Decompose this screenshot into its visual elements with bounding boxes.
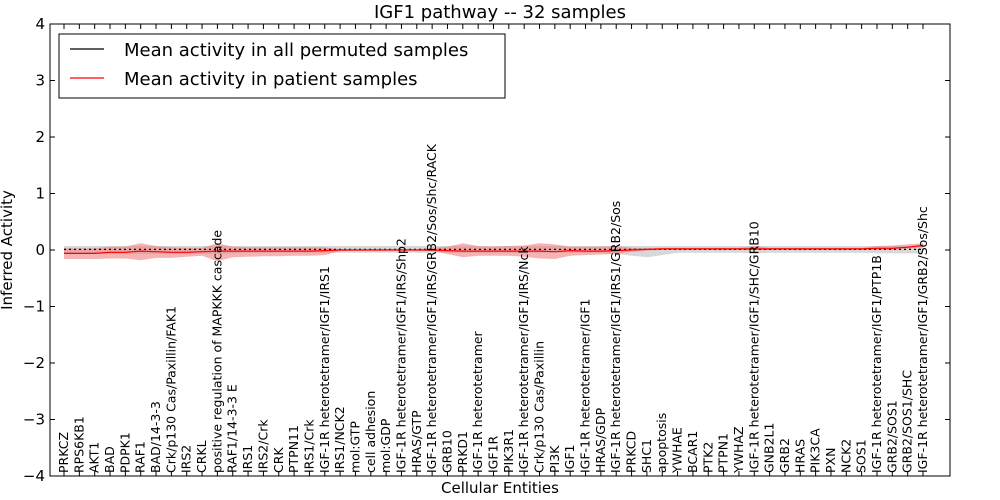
y-tick-label: 2 bbox=[35, 128, 45, 146]
x-tick-label: AKT1 bbox=[87, 442, 102, 473]
x-tick-label: HRAS bbox=[792, 439, 807, 473]
x-tick-label: IGF-1R heterotetramer/IGF1/IRS/Nck bbox=[516, 246, 531, 473]
x-tick-label: IGF-1R heterotetramer/IGF1/PTP1B bbox=[869, 255, 884, 473]
x-tick-label: positive regulation of MAPKKK cascade bbox=[209, 230, 224, 473]
x-tick-label: PIK3R1 bbox=[501, 429, 516, 473]
x-tick-label: IGF-1R heterotetramer/IGF1/GRB2/Sos/Shc bbox=[915, 206, 930, 473]
x-tick-label: GRB2/SOS1/SHC bbox=[900, 370, 915, 473]
x-tick-label: PRKD1 bbox=[455, 431, 470, 473]
x-tick-label: PDPK1 bbox=[117, 432, 132, 473]
x-tick-label: BCAR1 bbox=[685, 431, 700, 473]
x-tick-label: YWHAZ bbox=[731, 426, 746, 474]
x-tick-label: BAD/14-3-3 bbox=[148, 401, 163, 473]
x-tick-label: IGF-1R heterotetramer/IGF1/IRS/GRB2/Sos/… bbox=[424, 143, 439, 473]
x-tick-label: IGF1R bbox=[486, 435, 501, 473]
x-tick-label: HRAS/GDP bbox=[593, 407, 608, 473]
y-tick-label: −1 bbox=[23, 298, 45, 316]
chart-title: IGF1 pathway -- 32 samples bbox=[374, 2, 626, 23]
x-tick-label: IGF-1R heterotetramer/IGF1/IRS1 bbox=[317, 266, 332, 473]
x-tick-label: PTK2 bbox=[700, 442, 715, 473]
patient-band bbox=[64, 243, 923, 262]
x-tick-label: GRB2/SOS1 bbox=[884, 400, 899, 473]
x-tick-label: HRAS/GTP bbox=[409, 410, 424, 473]
x-tick-label: IRS1/NCK2 bbox=[332, 406, 347, 473]
x-tick-label: RAF1 bbox=[133, 441, 148, 473]
x-tick-label: apoptosis bbox=[654, 413, 669, 473]
x-tick-label: PI3K bbox=[547, 445, 562, 473]
x-tick-label: IGF-1R heterotetramer bbox=[470, 330, 485, 473]
x-tick-label: SHC1 bbox=[639, 439, 654, 473]
x-axis-ticks: PRKCZ RPS6KB1 AKT1 BAD PDPK1 RAF1 BAD/14-3-3 Cr… bbox=[56, 24, 930, 476]
legend-label-permuted: Mean activity in all permuted samples bbox=[124, 40, 468, 61]
y-tick-label: 0 bbox=[35, 241, 45, 259]
x-tick-label: PTPN1 bbox=[716, 433, 731, 473]
x-tick-label: IGF1 bbox=[562, 444, 577, 473]
x-tick-label: BAD bbox=[102, 446, 117, 473]
x-tick-label: IRS2 bbox=[179, 445, 194, 473]
y-tick-label: 1 bbox=[35, 185, 45, 203]
x-tick-label: PRKCZ bbox=[56, 432, 71, 473]
x-tick-label: YWHAE bbox=[670, 427, 685, 474]
x-tick-label: Crk/p130 Cas/Paxillin bbox=[532, 341, 547, 473]
x-tick-label: IGF-1R heterotetramer/IGF1/SHC/GRB10 bbox=[746, 221, 761, 473]
x-tick-label: IGF-1R heterotetramer/IGF1/IRS/Shp2 bbox=[393, 238, 408, 473]
legend-label-patient: Mean activity in patient samples bbox=[124, 69, 418, 90]
series-lines bbox=[64, 244, 924, 254]
y-tick-label: −3 bbox=[23, 411, 45, 429]
y-tick-label: 3 bbox=[35, 72, 45, 90]
x-tick-label: CRK bbox=[271, 447, 286, 473]
x-tick-label: RPS6KB1 bbox=[71, 416, 86, 473]
x-tick-label: IRS1/Crk bbox=[301, 419, 316, 473]
y-tick-label: 4 bbox=[35, 15, 45, 33]
y-axis-ticks: −4 −3 −2 −1 0 1 2 3 4 bbox=[23, 15, 950, 485]
patient-mean-line bbox=[64, 244, 924, 254]
x-tick-label: Crk/p130 Cas/Paxillin/FAK1 bbox=[163, 306, 178, 473]
x-tick-label: RAF1/14-3-3 E bbox=[225, 384, 240, 473]
x-tick-label: mol:GDP bbox=[378, 418, 393, 473]
y-axis-label: Inferred Activity bbox=[0, 190, 16, 310]
y-tick-label: −4 bbox=[23, 467, 45, 485]
x-tick-label: IGF-1R heterotetramer/IGF1 bbox=[578, 299, 593, 473]
x-tick-label: GRB2 bbox=[777, 438, 792, 473]
legend: Mean activity in all permuted samples Me… bbox=[58, 33, 506, 99]
x-tick-label: SOS1 bbox=[854, 439, 869, 473]
x-tick-label: GRB10 bbox=[439, 430, 454, 473]
x-tick-label: PRKCD bbox=[624, 431, 639, 473]
y-tick-label: −2 bbox=[23, 354, 45, 372]
x-tick-label: IGF-1R heterotetramer/IGF1/IRS1/GRB2/Sos bbox=[608, 201, 623, 473]
x-tick-label: cell adhesion bbox=[363, 391, 378, 473]
x-tick-label: IRS1 bbox=[240, 445, 255, 473]
x-tick-label: mol:GTP bbox=[347, 421, 362, 473]
x-tick-label: CRKL bbox=[194, 440, 209, 473]
x-tick-label: NCK2 bbox=[838, 439, 853, 473]
x-tick-label: PIK3CA bbox=[808, 428, 823, 473]
x-tick-label: GNB2L1 bbox=[762, 423, 777, 473]
x-tick-label: PTPN11 bbox=[286, 425, 301, 473]
x-tick-label: IRS2/Crk bbox=[255, 419, 270, 473]
x-axis-label: Cellular Entities bbox=[441, 479, 559, 497]
x-tick-label: PXN bbox=[823, 448, 838, 473]
plot-frame bbox=[49, 23, 951, 477]
legend-box bbox=[58, 33, 506, 99]
